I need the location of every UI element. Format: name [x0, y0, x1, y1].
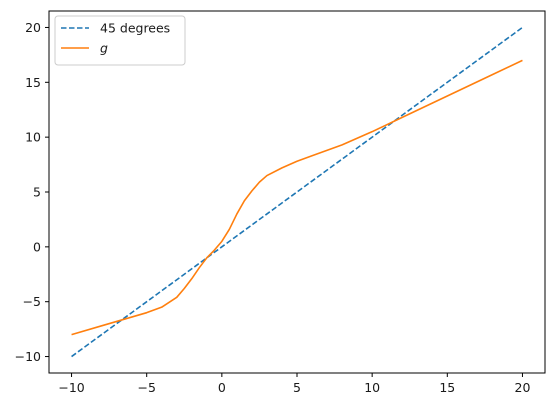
y-tick-label: 15 — [25, 75, 41, 90]
x-tick-label: 0 — [218, 380, 226, 395]
y-tick-label: −10 — [15, 349, 41, 364]
legend-label-45-degrees: 45 degrees — [100, 21, 170, 36]
x-tick-label: −5 — [137, 380, 155, 395]
legend: 45 degrees g — [54, 15, 186, 66]
y-tick-label: 10 — [25, 130, 41, 145]
series-line-g — [71, 59, 523, 336]
y-tick-label: 20 — [25, 20, 41, 35]
legend-label-g: g — [100, 41, 108, 56]
x-tick-label: 15 — [439, 380, 455, 395]
x-tick-label: −10 — [58, 380, 84, 395]
y-tick-label: 0 — [33, 239, 41, 254]
y-tick-label: 5 — [33, 185, 41, 200]
x-tick-label: 20 — [515, 380, 531, 395]
x-tick-label: 5 — [293, 380, 301, 395]
series-layer — [71, 26, 523, 358]
y-tick-label: −5 — [23, 294, 41, 309]
x-axis: −10 −5 0 5 10 15 20 — [58, 373, 530, 395]
x-tick-label: 10 — [364, 380, 380, 395]
y-axis: −10 −5 0 5 10 15 20 — [15, 20, 49, 364]
series-line-45-degrees — [71, 26, 523, 358]
